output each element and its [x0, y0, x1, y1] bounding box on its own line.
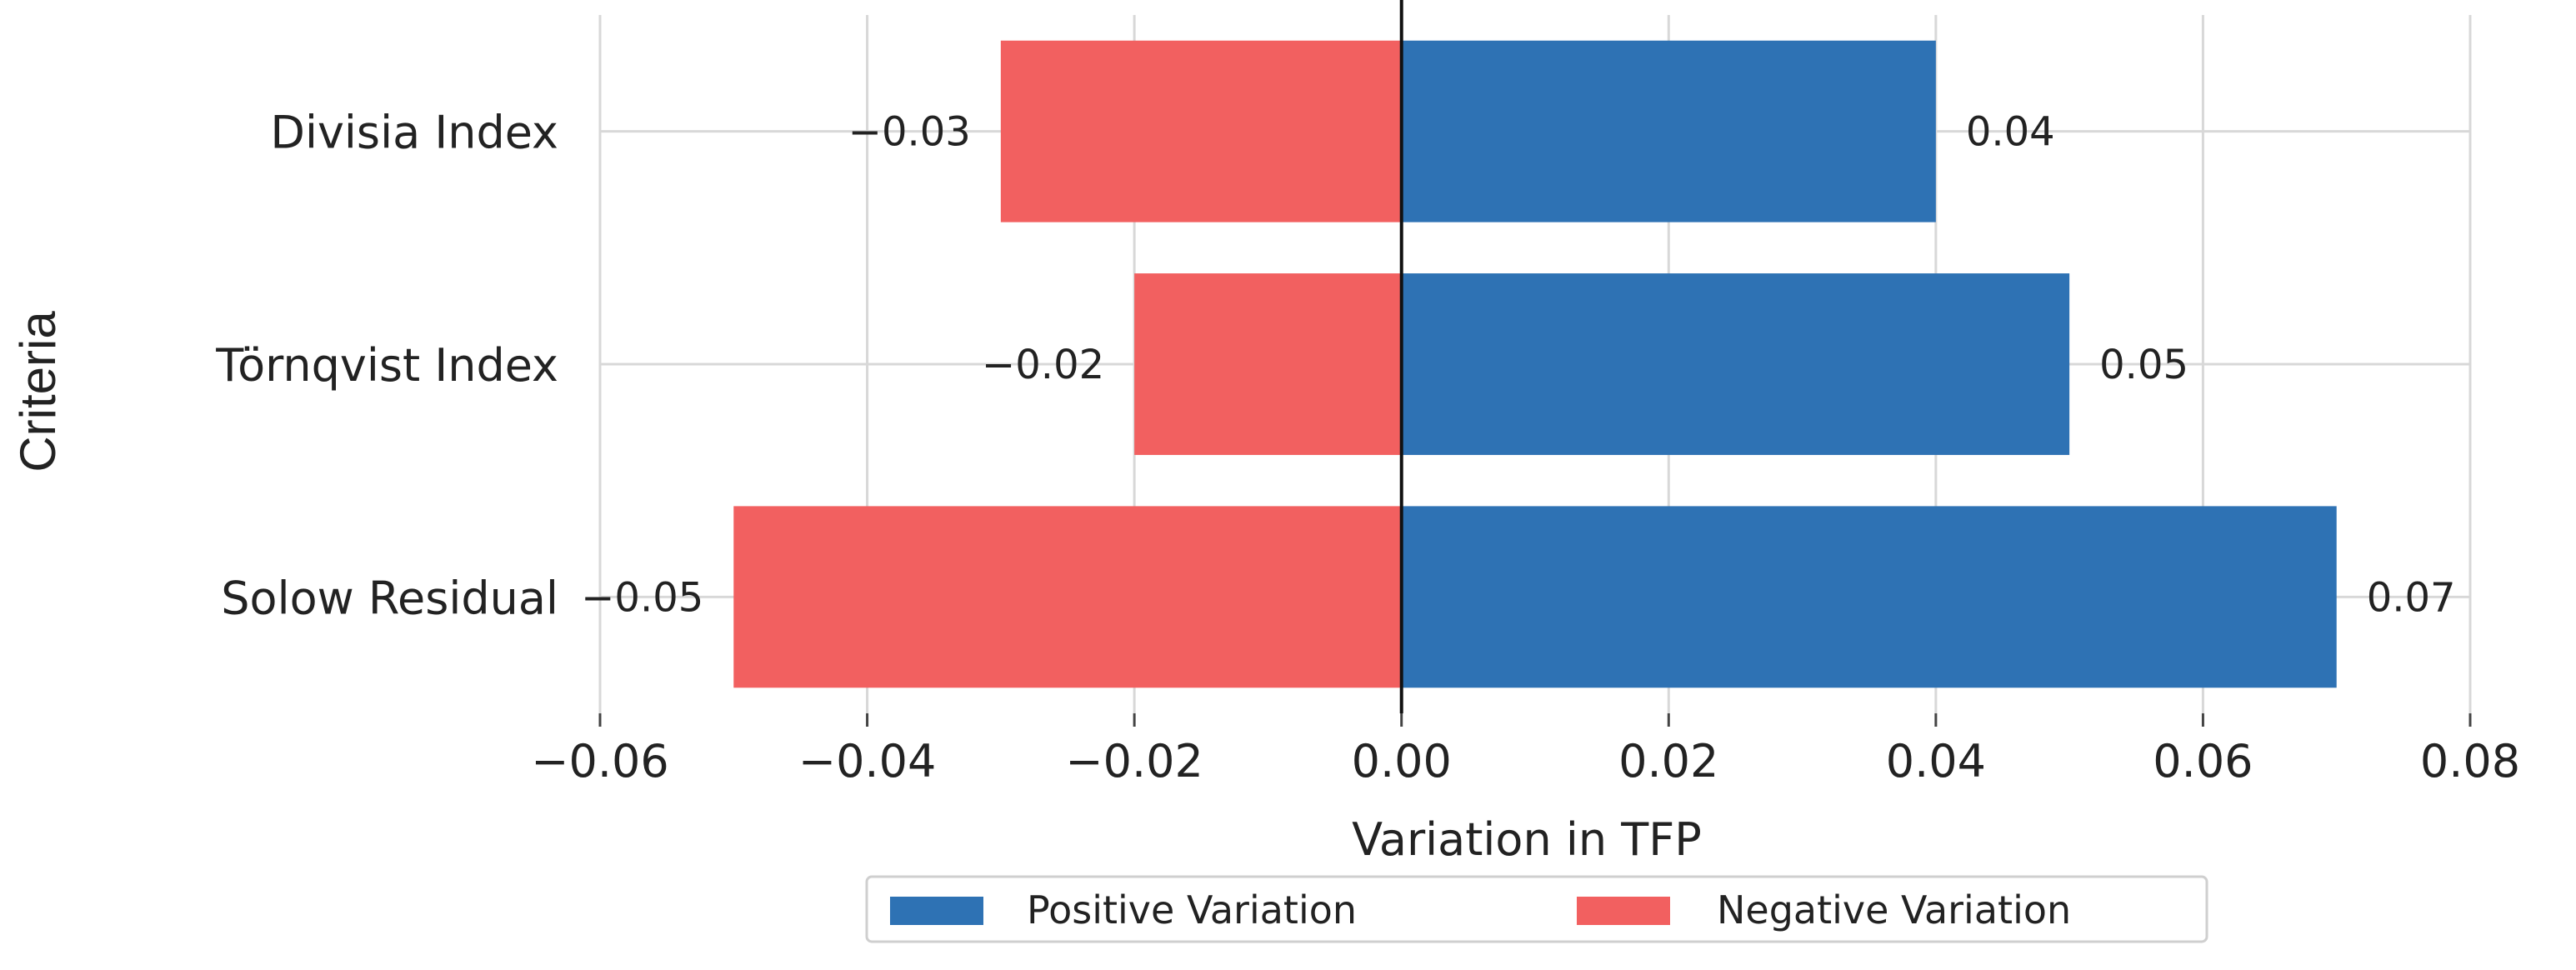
x-axis-title: Variation in TFP — [1352, 813, 1702, 866]
x-tick-label: −0.02 — [1065, 735, 1203, 788]
bar-positive — [1401, 506, 2337, 688]
x-tick-label: 0.08 — [2420, 735, 2520, 788]
legend-label-positive: Positive Variation — [1027, 888, 1357, 932]
legend-swatch-negative — [1577, 897, 1670, 925]
legend-swatch-positive — [890, 897, 983, 925]
bar-label-negative: −0.02 — [982, 342, 1104, 388]
bar-negative — [733, 506, 1402, 688]
bar-negative — [1134, 273, 1402, 455]
y-tick-label: Solow Residual — [221, 572, 558, 624]
bar-value-labels: 0.04 −0.03 0.05 −0.02 0.07 −0.05 — [581, 109, 2455, 622]
y-axis-title: Criteria — [10, 311, 66, 472]
bar-label-negative: −0.05 — [581, 574, 703, 621]
x-axis: −0.06 −0.04 −0.02 0.00 0.02 0.04 0.06 0.08 — [531, 713, 2520, 788]
x-tick-label: −0.06 — [531, 735, 668, 788]
bar-label-positive: 0.05 — [2099, 342, 2188, 388]
x-tick-label: 0.00 — [1352, 735, 1452, 788]
x-tick-label: 0.02 — [1618, 735, 1718, 788]
x-tick-label: 0.06 — [2153, 735, 2253, 788]
bar-label-positive: 0.04 — [1966, 109, 2055, 156]
x-tick-label: −0.04 — [798, 735, 936, 788]
x-tick-label: 0.04 — [1886, 735, 1986, 788]
y-tick-label: Törnqvist Index — [215, 339, 558, 392]
bar-positive — [1401, 273, 2070, 455]
legend-frame — [865, 875, 2208, 943]
bar-positive — [1401, 40, 1936, 222]
bar-negative — [1000, 40, 1402, 222]
legend: Positive Variation Negative Variation — [865, 875, 2208, 943]
bar-label-positive: 0.07 — [2367, 574, 2456, 621]
legend-label-negative: Negative Variation — [1717, 888, 2071, 932]
bar-label-negative: −0.03 — [848, 109, 971, 156]
bars — [733, 0, 2337, 713]
y-axis-tick-labels: Divisia Index Törnqvist Index Solow Residu… — [215, 107, 558, 625]
y-tick-label: Divisia Index — [270, 107, 558, 159]
